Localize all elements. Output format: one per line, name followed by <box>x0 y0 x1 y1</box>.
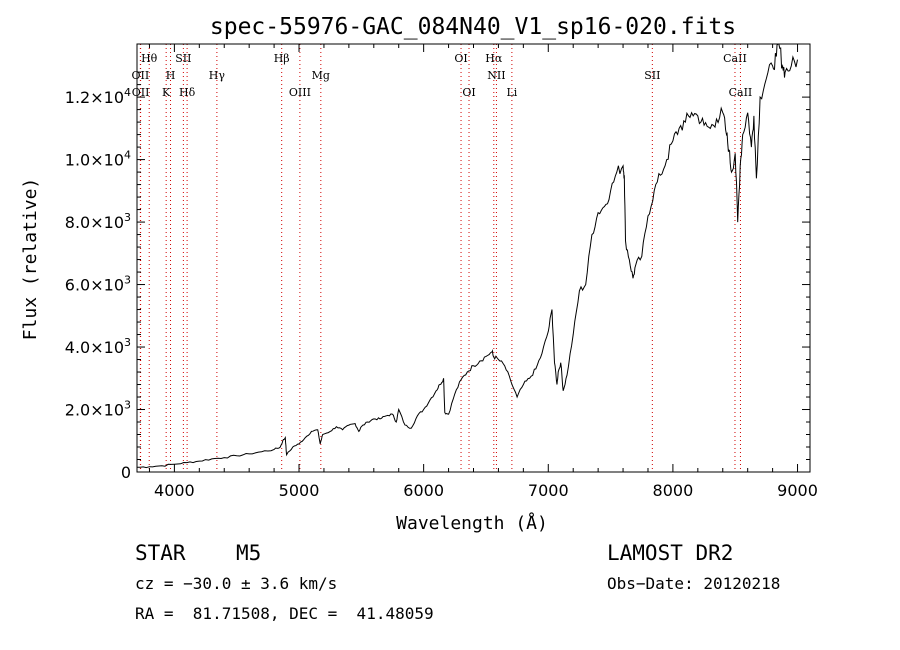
y-tick-label: 1.0×104 <box>65 149 131 170</box>
line-label: CaII <box>729 86 753 99</box>
spectrum-line <box>136 43 798 469</box>
x-axis-label: Wavelength (Å) <box>396 512 548 534</box>
y-axis-label: Flux (relative) <box>20 178 41 341</box>
x-tick-label: 6000 <box>403 481 444 500</box>
line-label: OI <box>454 52 467 65</box>
y-tick-label: 4.0×103 <box>65 336 131 357</box>
line-label: K <box>162 86 171 99</box>
line-label: OIII <box>289 86 311 99</box>
line-label: NII <box>487 69 505 82</box>
line-label: Hθ <box>141 52 158 65</box>
line-label: Hβ <box>274 52 290 65</box>
line-label: Hγ <box>209 69 226 82</box>
line-label: Hα <box>485 52 503 65</box>
line-label: SII <box>644 69 660 82</box>
axes: 4000 5000 6000 7000 8000 9000 0 2.0×103 4.0×103 6… <box>65 43 818 500</box>
object-type: STAR <box>135 541 186 565</box>
x-tick-label: 8000 <box>653 481 694 500</box>
line-label: SII <box>175 52 191 65</box>
observation-date: Obs−Date: 20120218 <box>607 574 781 593</box>
object-subclass: M5 <box>236 541 262 565</box>
x-tick-label: 5000 <box>279 481 320 500</box>
y-tick-label: 6.0×103 <box>65 274 131 295</box>
x-tick-label: 9000 <box>777 481 818 500</box>
chart-title: spec-55976-GAC_084N40_V1_sp16-020.fits <box>210 14 736 40</box>
y-tick-label: 0 <box>121 463 131 482</box>
y-tick-label: 1.2×104 <box>65 86 131 107</box>
y-tick-label: 2.0×103 <box>65 399 131 420</box>
line-label: OI <box>462 86 475 99</box>
line-label: CaII <box>723 52 747 65</box>
y-tick-label: 8.0×103 <box>65 211 131 232</box>
line-label: H <box>166 69 176 82</box>
line-label: OII <box>132 69 150 82</box>
redshift-cz: cz = −30.0 ± 3.6 km/s <box>135 574 338 593</box>
line-label: Hδ <box>179 86 196 99</box>
coordinates: RA = 81.71508, DEC = 41.48059 <box>135 604 434 623</box>
x-tick-label: 7000 <box>528 481 569 500</box>
line-label: Li <box>506 86 517 99</box>
survey-name: LAMOST DR2 <box>607 541 734 565</box>
line-label: Mg <box>312 69 330 82</box>
spectrum-series <box>136 43 798 469</box>
line-label: OII <box>132 86 150 99</box>
plot-frame <box>136 43 811 473</box>
x-tick-label: 4000 <box>154 481 195 500</box>
